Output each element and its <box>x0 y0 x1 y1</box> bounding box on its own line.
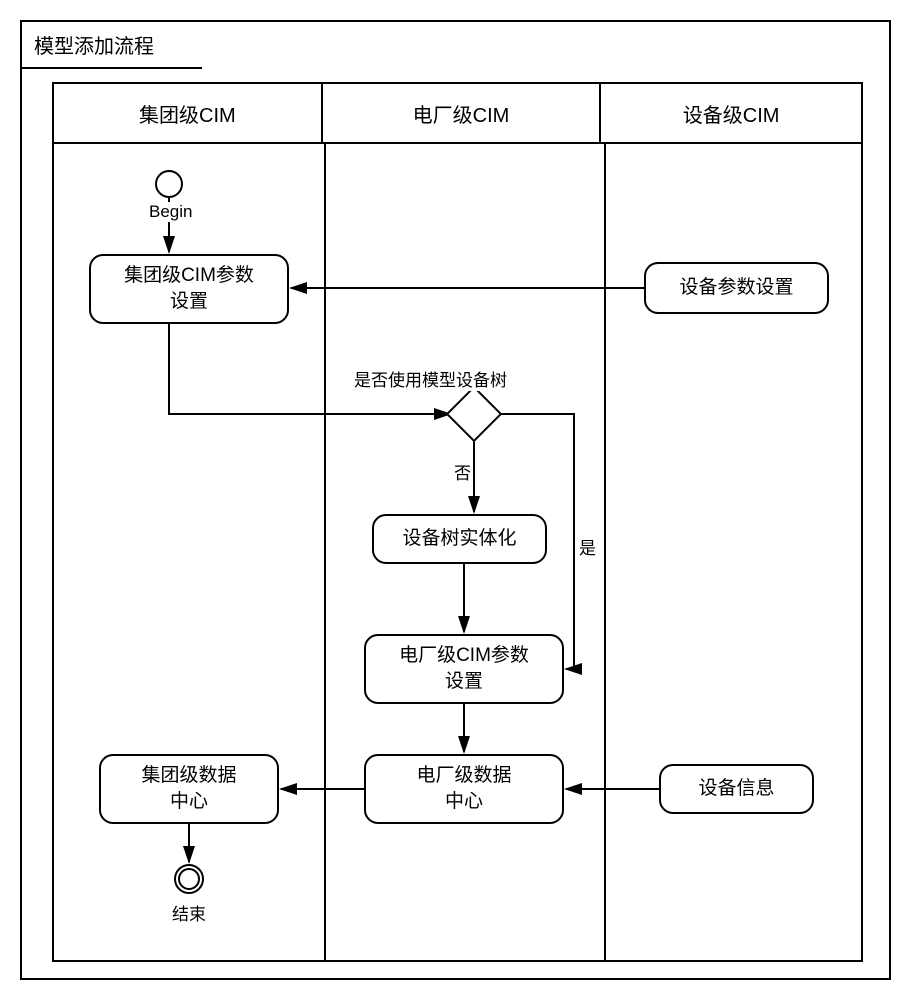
lane-header-device: 设备级CIM <box>601 84 861 142</box>
lane-divider-1 <box>324 144 326 962</box>
diagram-outer: 模型添加流程 集团级CIM 电厂级CIM 设备级CIM <box>20 20 891 980</box>
lanes-header: 集团级CIM 电厂级CIM 设备级CIM <box>54 84 861 144</box>
start-node <box>155 170 183 198</box>
node-plant-param: 电厂级CIM参数设置 <box>364 634 564 704</box>
decision-node <box>446 386 503 443</box>
node-dev-info: 设备信息 <box>659 764 814 814</box>
start-label: Begin <box>149 202 192 222</box>
node-plant-dc: 电厂级数据中心 <box>364 754 564 824</box>
diagram-inner: 集团级CIM 电厂级CIM 设备级CIM <box>52 82 863 962</box>
lanes-body: Begin 集团级CIM参数设置 设备参数设置 是否使用模型设备树 否 是 设备… <box>54 144 861 962</box>
lane-header-group: 集团级CIM <box>54 84 323 142</box>
decision-no-label: 否 <box>454 459 471 484</box>
node-tree-inst: 设备树实体化 <box>372 514 547 564</box>
end-node <box>174 864 204 894</box>
diagram-title: 模型添加流程 <box>22 22 202 69</box>
node-dev-param-set: 设备参数设置 <box>644 262 829 314</box>
decision-label: 是否使用模型设备树 <box>354 366 507 391</box>
end-label: 结束 <box>172 900 206 925</box>
lane-header-plant: 电厂级CIM <box>323 84 602 142</box>
node-group-dc: 集团级数据中心 <box>99 754 279 824</box>
node-group-param: 集团级CIM参数设置 <box>89 254 289 324</box>
lane-divider-2 <box>604 144 606 962</box>
decision-yes-label: 是 <box>579 534 596 559</box>
